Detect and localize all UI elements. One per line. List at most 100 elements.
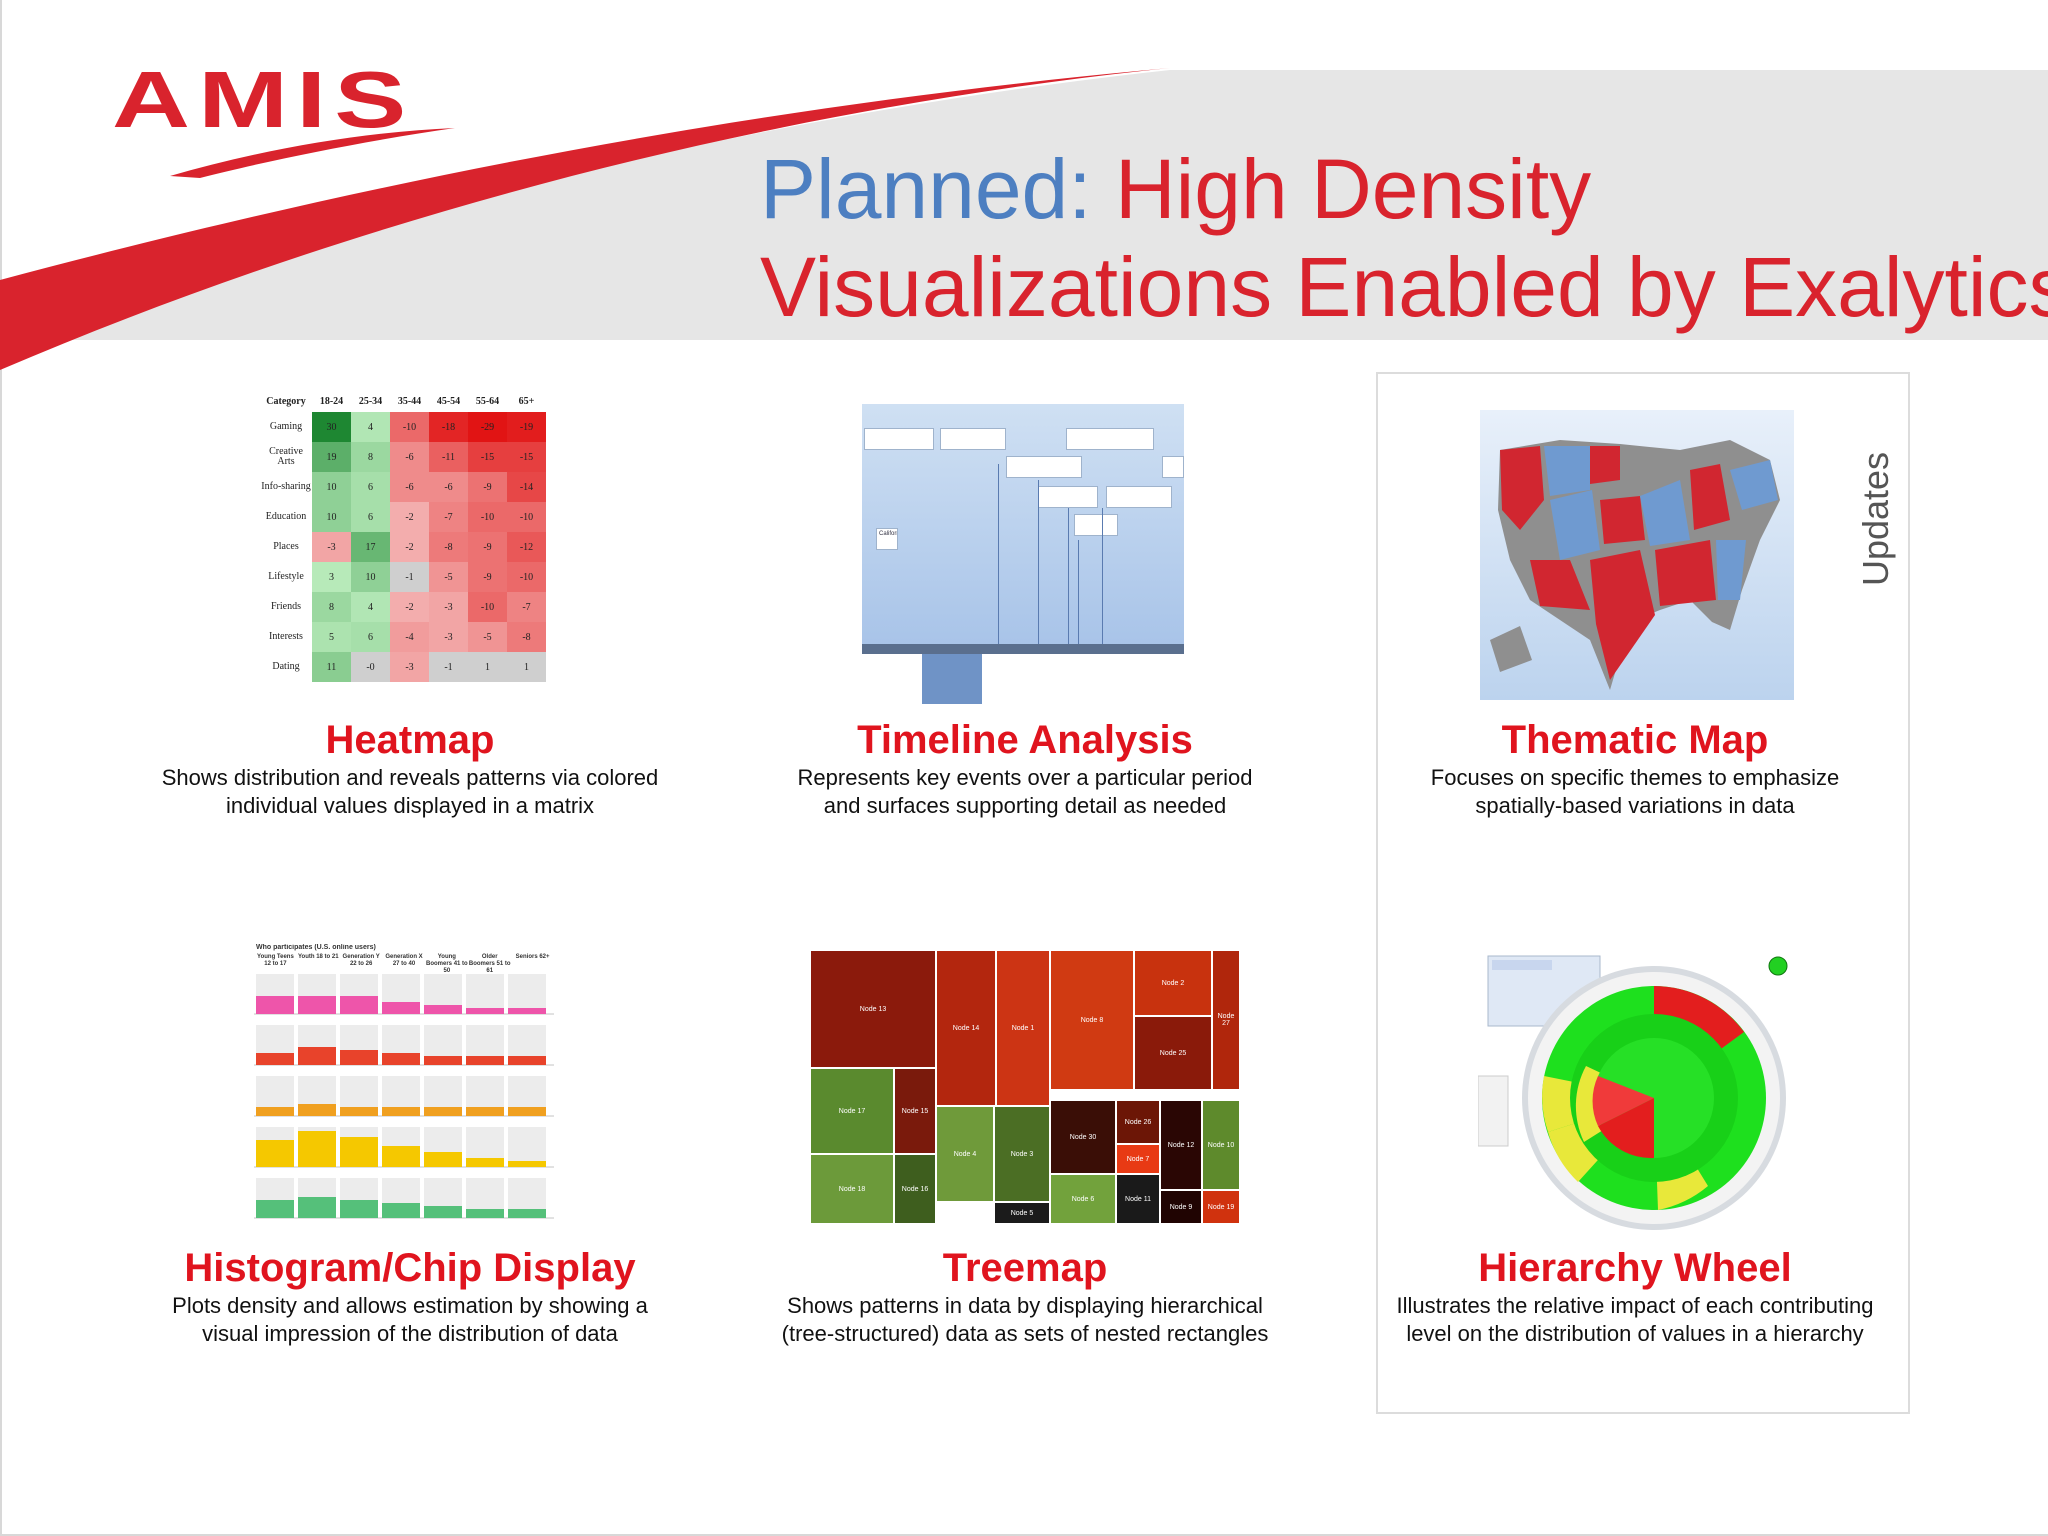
treemap-cell: Node 16 [894,1154,936,1224]
heatmap-cell: 10 [351,562,390,592]
histogram-bar [382,1107,420,1116]
histogram-group: Youth 18 to 21 [298,954,339,960]
heatmap-cell: -7 [429,502,468,532]
heatmap-cell: 17 [351,532,390,562]
treemap-cell: Node 27 [1212,950,1240,1090]
heatmap-cell: -0 [351,652,390,682]
title-line1: High Density [1114,142,1592,236]
heatmap-cell: 6 [351,502,390,532]
heatmap-cell: -12 [507,532,546,562]
histogram-bar [382,1053,420,1065]
histogram-bar [298,1197,336,1218]
treemap-cell: Node 14 [936,950,996,1106]
heatmap-cell: -3 [312,532,351,562]
treemap-cell: Node 26 [1116,1100,1160,1144]
heatmap-row-label: Interests [269,631,303,642]
heatmap-cell: -5 [468,622,507,652]
heatmap-cell: 4 [351,412,390,442]
heatmap-cell: 6 [351,472,390,502]
card-desc: Focuses on specific themes to emphasize s… [1430,765,1840,818]
treemap-cell: Node 25 [1134,1016,1212,1090]
treemap-cell: Node 5 [994,1202,1050,1224]
histogram-bar [340,1200,378,1218]
treemap-cell: Node 1 [996,950,1050,1106]
histogram-bar [508,1008,546,1014]
heatmap-cell: 8 [312,592,351,622]
heatmap-cell: -6 [429,472,468,502]
title-line2: Visualizations Enabled by Exalytics [760,240,2048,334]
heatmap-cell: 1 [507,652,546,682]
updates-box [1376,372,1910,1414]
heatmap-cell: -11 [429,442,468,472]
header-banner [0,68,2048,370]
heatmap-cell: 11 [312,652,351,682]
heatmap-cell: 4 [351,592,390,622]
heatmap-cell: -8 [429,532,468,562]
treemap-cell: Node 2 [1134,950,1212,1016]
treemap-cell: Node 3 [994,1106,1050,1202]
histogram-bar [424,1107,462,1116]
heatmap-header: 55-64 [475,395,500,407]
heatmap-cell: 3 [312,562,351,592]
treemap-cell: Node 4 [936,1106,994,1202]
histogram-bar [466,1158,504,1167]
heatmap-header: 35-44 [397,395,422,407]
histogram-bar [382,1002,420,1014]
heatmap-cell: -9 [468,472,507,502]
card-histogram: Who participates (U.S. online users) You… [120,940,700,1370]
heatmap-row-label: Lifestyle [268,571,304,582]
heatmap-cell: 5 [312,622,351,652]
histogram-bar [256,1107,294,1116]
treemap-cell: Node 19 [1202,1190,1240,1224]
title-accent: Planned: [760,142,1092,236]
heatmap-cell: -4 [390,622,429,652]
histogram-bar [424,1206,462,1218]
wheel-thumbnail [1478,946,1798,1236]
heatmap-header: Category [266,395,306,407]
heatmap-cell: -1 [429,652,468,682]
heatmap-cell: 19 [312,442,351,472]
heatmap-row-label: Places [273,541,299,552]
histogram-group: Generation X 27 to 40 [385,954,423,967]
heatmap-row-label: Info-sharing [261,481,311,492]
heatmap-cell: -6 [390,472,429,502]
heatmap-cell: -2 [390,592,429,622]
heatmap-cell: -6 [390,442,429,472]
histogram-bar [340,1050,378,1065]
card-thematic-map: Thematic Map Focuses on specific themes … [1380,390,1890,830]
heatmap-row-label: Friends [271,601,301,612]
heatmap-cell: -15 [507,442,546,472]
treemap-cell: Node 7 [1116,1144,1160,1174]
card-desc: Represents key events over a particular … [797,765,1253,818]
histogram-bar [256,1200,294,1218]
histogram-bar [382,1146,420,1167]
histogram-bar [508,1107,546,1116]
histogram-bar [466,1056,504,1065]
treemap-cell: Node 6 [1050,1174,1116,1224]
map-thumbnail [1480,410,1794,700]
treemap-cell: Node 10 [1202,1100,1240,1190]
treemap-cell: Node 18 [810,1154,894,1224]
histogram-group: Seniors 62+ [515,954,550,960]
treemap-cell: Node 13 [810,950,936,1068]
heatmap-cell: -10 [390,412,429,442]
heatmap-row-label: Dating [272,661,300,672]
histogram-bar [466,1209,504,1218]
heatmap-cell: -2 [390,502,429,532]
heatmap-cell: -29 [468,412,507,442]
heatmap-cell: 10 [312,472,351,502]
heatmap-cell: -14 [507,472,546,502]
histogram-bar [256,996,294,1014]
heatmap-cell: -19 [507,412,546,442]
heatmap-header: 45-54 [436,395,461,407]
histogram-group: Older Boomers 51 to 61 [468,954,511,974]
heatmap-cell: -3 [429,592,468,622]
card-desc: Shows patterns in data by displaying hie… [781,1293,1269,1346]
histogram-bar [298,1131,336,1167]
heatmap-header: 18-24 [319,395,344,407]
heatmap-header: 25-34 [358,395,383,407]
histogram-bar [466,1107,504,1116]
card-desc: Plots density and allows estimation by s… [172,1293,648,1346]
card-heatmap: Category 18-24 25-34 35-44 45-54 55-64 65+ Gami… [120,390,700,830]
treemap-cell: Node 30 [1050,1100,1116,1174]
